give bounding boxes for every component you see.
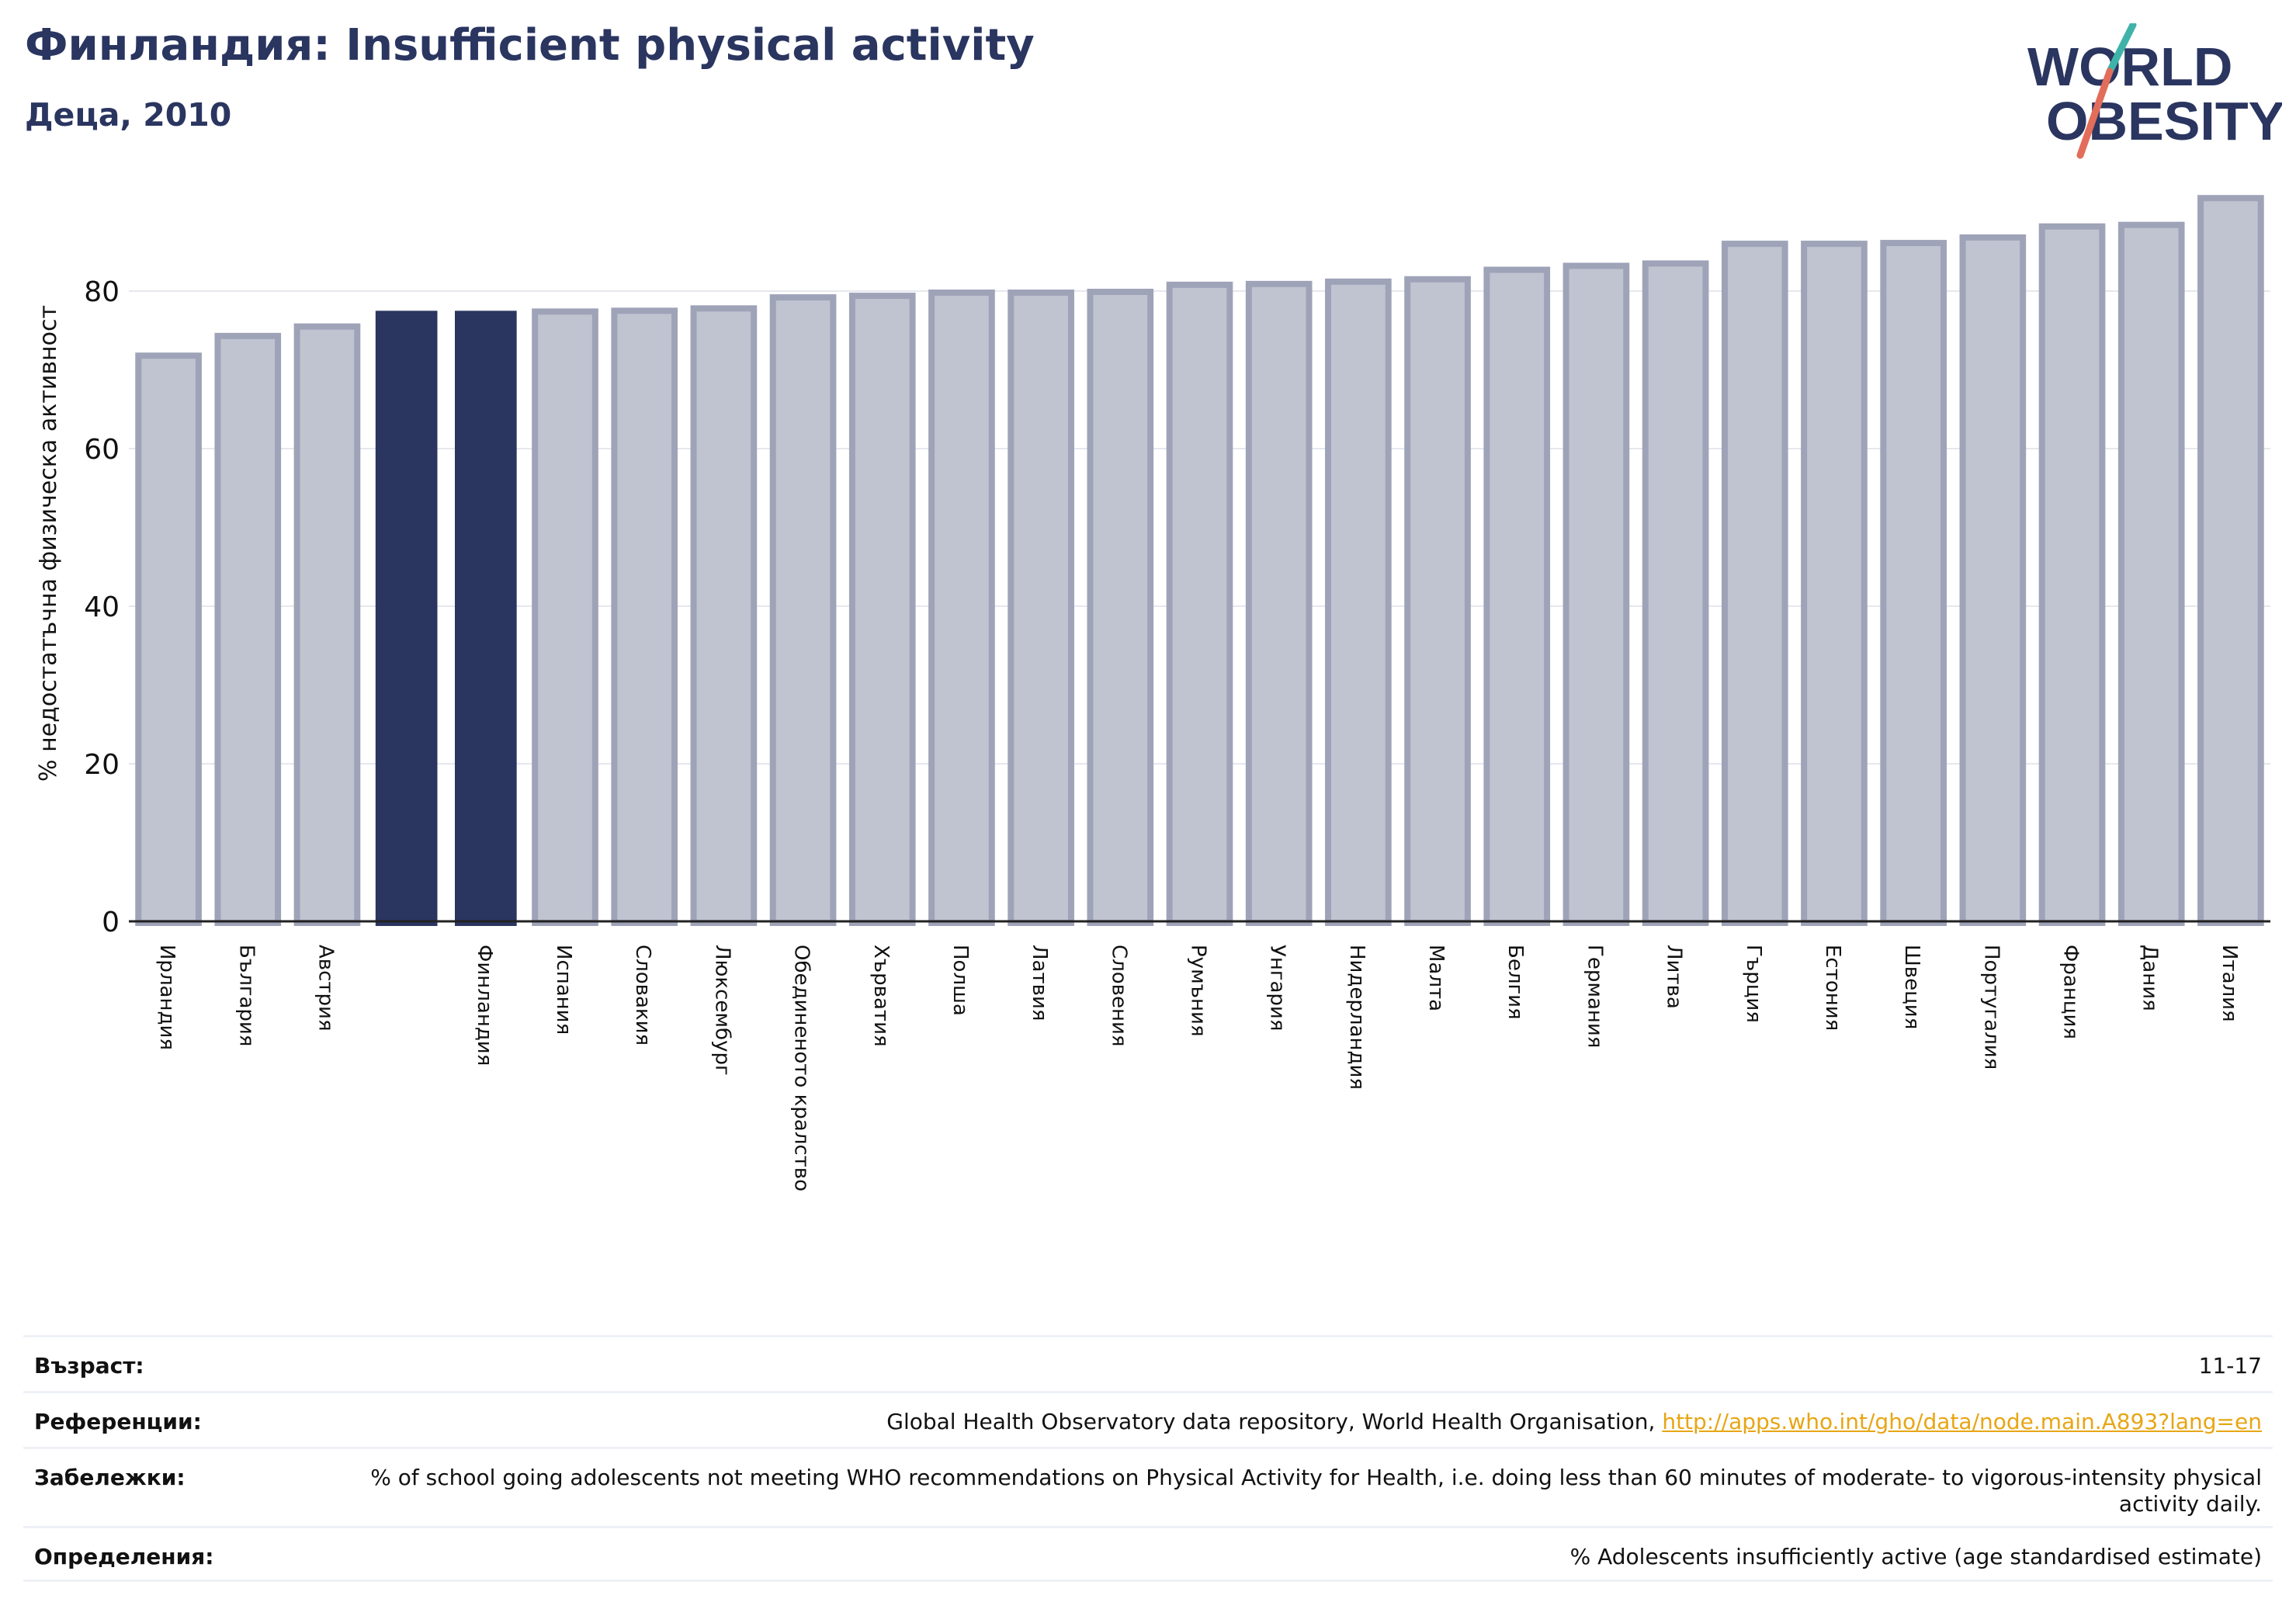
notes-label: Забележки:	[34, 1465, 186, 1490]
bar	[1087, 289, 1154, 926]
x-tick-labels: Ирландия България Австрия Финландия Испания С…	[155, 945, 2241, 1191]
bar	[1245, 280, 1313, 926]
x-tick-label: Франция	[2059, 945, 2083, 1039]
x-tick-label: Германия	[1583, 945, 1606, 1048]
bar	[928, 290, 995, 926]
x-tick-label: Унгария	[1266, 945, 1289, 1031]
x-tick-label: Дания	[2138, 945, 2162, 1011]
bar	[1959, 234, 2027, 927]
x-tick-label: Естония	[1821, 945, 1844, 1031]
x-tick-label: Гърция	[1742, 945, 1765, 1023]
bars	[135, 195, 2264, 927]
bar	[1721, 241, 1788, 927]
x-tick-label: Обединеното кралство	[790, 945, 813, 1191]
bar	[375, 310, 438, 926]
bar	[1008, 290, 1074, 926]
info-row-age: Възраст: 11-17	[23, 1335, 2273, 1391]
x-tick-label: Белгия	[1503, 945, 1527, 1020]
age-value: 11-17	[2198, 1353, 2262, 1379]
info-row-notes: Забележки: % of school going adolescents…	[23, 1447, 2273, 1526]
references-value: Global Health Observatory data repositor…	[886, 1393, 2262, 1435]
info-row-definitions: Определения: % Adolescents insufficientl…	[23, 1526, 2273, 1582]
x-tick-label: Ирландия	[155, 945, 179, 1050]
logo-line-1: WORLD	[2027, 36, 2232, 97]
y-tick-label: 80	[84, 276, 120, 308]
definitions-label: Определения:	[34, 1544, 214, 1569]
bar	[1801, 241, 1868, 927]
y-axis-label: % недостатъчна физическа активност	[35, 305, 62, 782]
x-tick-label: Словакия	[631, 945, 654, 1046]
x-tick-label: България	[234, 945, 258, 1046]
y-tick-label: 20	[84, 749, 120, 781]
x-tick-label: Малта	[1424, 945, 1448, 1011]
bar	[690, 305, 758, 926]
bar	[532, 308, 598, 926]
y-tick-label: 0	[102, 907, 120, 938]
bar	[1325, 278, 1392, 926]
bar	[848, 293, 916, 926]
bar	[1166, 281, 1233, 926]
bar	[214, 332, 282, 927]
y-tick-labels: 0 20 40 60 80	[84, 276, 120, 938]
x-tick-label: Люксембург	[710, 945, 734, 1076]
x-tick-label: Испания	[552, 945, 575, 1035]
age-label: Възраст:	[34, 1353, 144, 1379]
x-tick-label: Румъния	[1187, 945, 1210, 1037]
chart-title: Финландия: Insufficient physical activit…	[25, 20, 1035, 71]
bar	[135, 352, 202, 927]
x-tick-label: Швеция	[1900, 945, 1923, 1029]
y-tick-label: 40	[84, 591, 120, 623]
bar	[2038, 223, 2106, 926]
info-row-references: Референции: Global Health Observatory da…	[23, 1391, 2273, 1447]
x-tick-label: Италия	[2218, 945, 2241, 1022]
x-tick-label: Латвия	[1028, 945, 1051, 1021]
definitions-value: % Adolescents insufficiently active (age…	[1569, 1544, 2262, 1569]
chart-subtitle: Деца, 2010	[25, 96, 232, 134]
x-tick-label: Хърватия	[869, 945, 893, 1047]
notes-value: % of school going adolescents not meetin…	[370, 1465, 2262, 1517]
bar	[1880, 240, 1947, 926]
references-label: Референции:	[34, 1409, 202, 1434]
bar	[293, 323, 361, 926]
bar	[1642, 260, 1709, 927]
x-tick-label: Австрия	[314, 945, 337, 1032]
references-link[interactable]: http://apps.who.int/gho/data/node.main.A…	[1662, 1409, 2262, 1434]
info-table: Възраст: 11-17 Референции: Global Health…	[23, 1335, 2273, 1582]
x-tick-label: Полша	[949, 945, 972, 1016]
bar	[2197, 195, 2264, 927]
bar	[611, 307, 678, 926]
x-tick-label: Португалия	[1979, 945, 2003, 1070]
bar	[2117, 221, 2185, 926]
bar	[455, 310, 517, 926]
bar	[1483, 266, 1551, 927]
x-tick-label: Финландия	[473, 945, 496, 1066]
y-tick-label: 60	[84, 434, 120, 466]
references-text: Global Health Observatory data repositor…	[886, 1409, 1663, 1434]
x-tick-label: Словения	[1107, 945, 1130, 1047]
x-tick-label: Литва	[1663, 945, 1686, 1009]
bar	[769, 294, 837, 926]
bar	[1404, 276, 1471, 926]
bar-chart: 0 20 40 60 80 Ирландия България Австрия Финланд…	[35, 195, 2270, 1191]
bar	[1562, 262, 1630, 926]
world-obesity-logo: WORLD OBESITY	[2027, 23, 2282, 159]
x-tick-label: Нидерландия	[1345, 945, 1368, 1090]
